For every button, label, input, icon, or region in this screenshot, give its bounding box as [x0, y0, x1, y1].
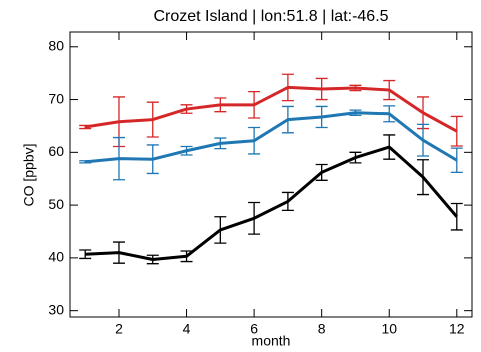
x-tick-label: 4	[183, 321, 191, 337]
y-tick-label: 80	[48, 37, 64, 53]
x-tick-label: 2	[115, 321, 123, 337]
series-line	[85, 145, 458, 261]
y-axis-label: CO [ppbv]	[21, 143, 37, 206]
x-tick-label: 12	[449, 321, 465, 337]
chart-title: Crozet Island | lon:51.8 | lat:-46.5	[153, 8, 388, 25]
plot-frame	[69, 31, 473, 318]
x-tick-label: 8	[318, 321, 326, 337]
error-bar	[450, 202, 463, 231]
y-tick-label: 70	[48, 90, 64, 106]
x-tick-label: 6	[250, 321, 258, 337]
series-line	[84, 85, 458, 133]
y-tick-label: 40	[48, 249, 64, 265]
y-tick-label: 50	[48, 196, 64, 212]
series-line	[85, 111, 458, 164]
y-tick-label: 60	[48, 143, 64, 159]
x-axis-label: month	[252, 333, 291, 349]
y-tick-label: 30	[48, 301, 64, 317]
x-tick-label: 10	[381, 321, 397, 337]
